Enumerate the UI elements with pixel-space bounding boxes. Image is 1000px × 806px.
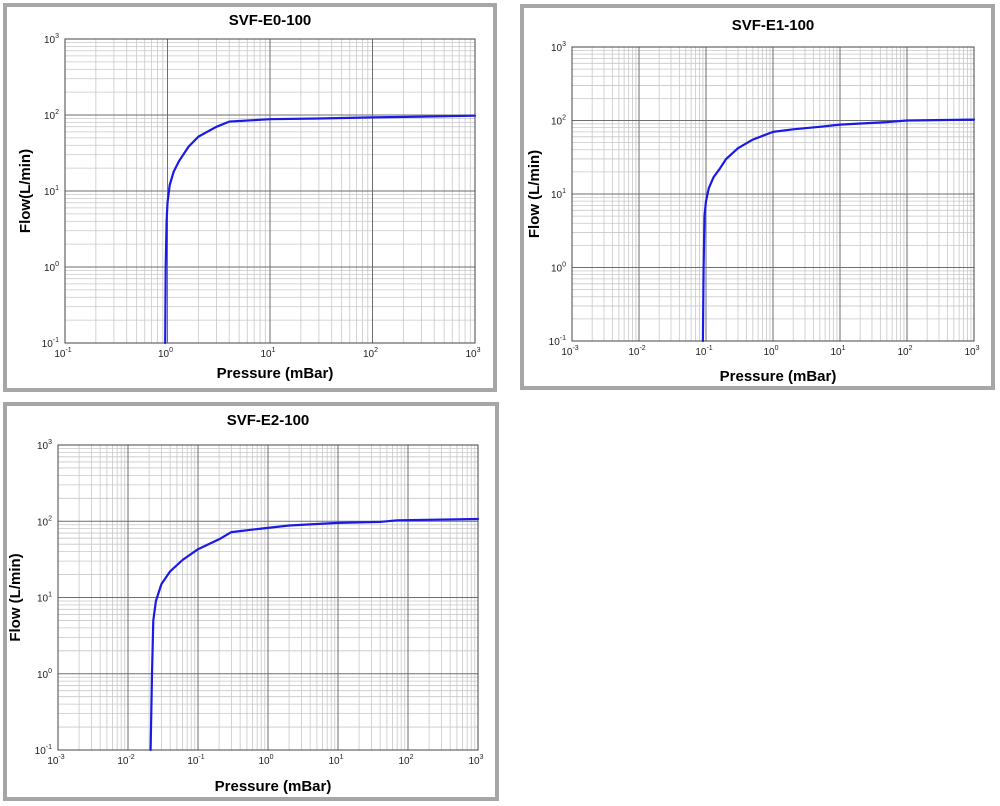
y-tick-label: 101 (44, 185, 59, 198)
chart-svg: 10-1 100 101 102 103 10-1 100 101 102 103 SVF-E0-1… (17, 12, 481, 382)
y-tick-label: 101 (551, 188, 566, 201)
y-tick-label: 100 (44, 261, 59, 274)
chart-title: SVF-E0-100 (229, 12, 312, 29)
grid (571, 46, 975, 342)
y-axis-label: Flow (L/min) (7, 553, 24, 641)
chart-panel-svf-e0-100: 10-1 100 101 102 103 10-1 100 101 102 103 SVF-E0-1… (3, 3, 497, 392)
y-tick-label: 10-1 (42, 337, 59, 350)
x-tick-label: 101 (260, 347, 275, 360)
plot-frame (64, 38, 476, 344)
y-tick-label: 100 (551, 262, 566, 275)
x-tick-label: 100 (158, 347, 173, 360)
grid (64, 38, 476, 344)
x-axis-label: Pressure (mBar) (215, 778, 332, 795)
x-tick-label: 100 (258, 754, 273, 767)
plot-frame (57, 444, 479, 751)
y-tick-label: 102 (44, 109, 59, 122)
y-tick-label: 103 (44, 33, 59, 46)
y-tick-label: 101 (37, 592, 52, 605)
x-tick-label: 103 (468, 754, 483, 767)
y-tick-label: 102 (37, 515, 52, 528)
x-tick-label: 103 (465, 347, 480, 360)
series-line (701, 118, 976, 343)
plot-frame (571, 46, 975, 342)
series-line (149, 517, 480, 752)
x-tick-label: 102 (398, 754, 413, 767)
chart-title: SVF-E1-100 (732, 17, 815, 34)
x-tick-label: 100 (763, 345, 778, 358)
chart-panel-svf-e1-100: 10-3 10-2 10-1 100 101 102 103 10-1 100 101 102 103… (520, 4, 995, 390)
x-tick-label: 101 (328, 754, 343, 767)
grid (57, 444, 479, 751)
x-tick-label: 10-1 (695, 345, 712, 358)
x-axis-label: Pressure (mBar) (720, 368, 837, 385)
y-axis-label: Flow (L/min) (526, 150, 543, 238)
x-tick-label: 10-2 (628, 345, 645, 358)
chart-panel-svf-e2-100: 10-3 10-2 10-1 100 101 102 103 10-1 100 101 102 103… (3, 402, 499, 801)
y-tick-label: 103 (551, 41, 566, 54)
chart-svg: 10-3 10-2 10-1 100 101 102 103 10-1 100 101 102 103… (526, 17, 980, 385)
x-tick-label: 102 (363, 347, 378, 360)
x-tick-label: 102 (897, 345, 912, 358)
chart-title: SVF-E2-100 (227, 412, 310, 429)
series-line (164, 114, 477, 345)
y-tick-label: 100 (37, 668, 52, 681)
y-tick-label: 10-1 (549, 335, 566, 348)
x-tick-label: 10-1 (54, 347, 71, 360)
x-tick-label: 10-1 (187, 754, 204, 767)
x-tick-label: 103 (964, 345, 979, 358)
x-tick-label: 10-3 (47, 754, 64, 767)
x-tick-label: 101 (830, 345, 845, 358)
x-tick-label: 10-2 (117, 754, 134, 767)
x-axis-label: Pressure (mBar) (217, 365, 334, 382)
y-tick-label: 10-1 (35, 744, 52, 757)
chart-svg: 10-3 10-2 10-1 100 101 102 103 10-1 100 101 102 103… (7, 412, 484, 795)
y-axis-label: Flow(L/min) (17, 149, 34, 233)
y-tick-label: 103 (37, 439, 52, 452)
x-tick-label: 10-3 (561, 345, 578, 358)
y-tick-label: 102 (551, 115, 566, 128)
